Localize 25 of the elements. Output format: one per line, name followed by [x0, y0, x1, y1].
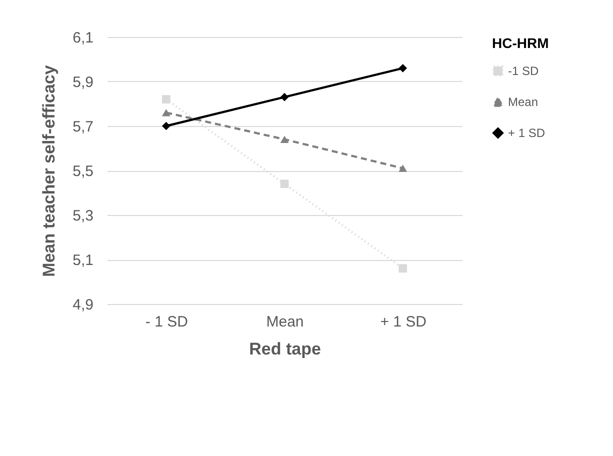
point	[398, 164, 408, 172]
point	[162, 95, 170, 104]
point	[162, 122, 170, 130]
y-tick-label: 4,9	[72, 296, 94, 314]
x-tick-label: + 1 SD	[380, 314, 427, 330]
point	[280, 92, 289, 102]
point	[280, 180, 289, 188]
legend-title: HC-HRM	[492, 35, 549, 51]
y-tick-label: 6,1	[72, 30, 94, 46]
legend-label: + 1 SD	[508, 126, 546, 140]
y-tick-label: 5,3	[72, 208, 94, 224]
point	[280, 136, 289, 143]
x-tick-label: - 1 SD	[145, 314, 188, 330]
y-tick-label: 5,7	[72, 118, 94, 136]
point	[398, 264, 408, 273]
x-tick-label: Mean	[266, 314, 304, 330]
y-tick-label: 5,5	[72, 163, 94, 180]
y-tick-label: 5,1	[72, 252, 94, 269]
y-axis-title: Mean teacher self-efficacy	[40, 64, 59, 277]
point	[398, 64, 408, 72]
point	[162, 109, 170, 116]
legend-label: -1 SD	[508, 64, 540, 78]
x-axis-title: Red tape	[249, 340, 321, 358]
legend-label: Mean	[508, 95, 538, 109]
y-tick-label: 5,9	[72, 74, 94, 91]
